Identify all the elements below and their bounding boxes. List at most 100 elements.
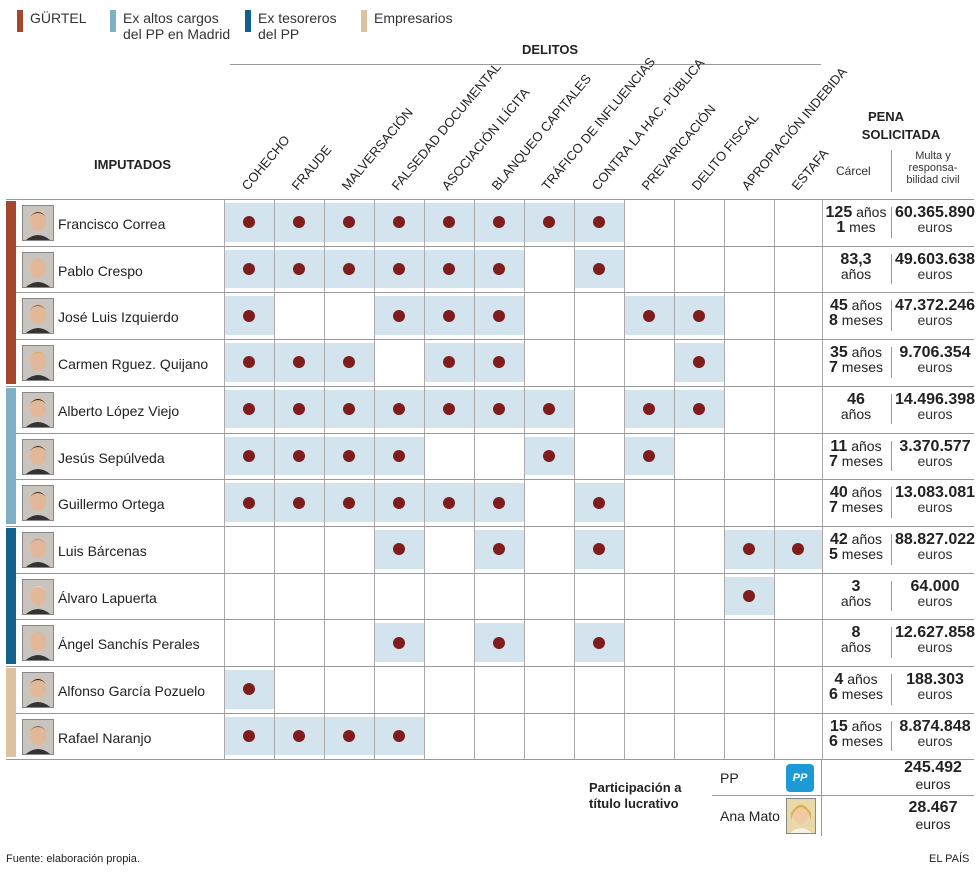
crime-dot bbox=[243, 216, 255, 229]
pena-hline bbox=[821, 479, 974, 481]
imputado-name: Francisco Correa bbox=[58, 216, 166, 232]
crime-dot bbox=[243, 496, 255, 509]
crime-dot bbox=[493, 216, 505, 229]
pena-vline bbox=[891, 207, 892, 238]
crime-dot bbox=[693, 309, 705, 322]
lucrativo-label-line2: título lucrativo bbox=[589, 796, 679, 811]
carcel-number: 15 bbox=[829, 717, 848, 735]
portrait-icon bbox=[22, 438, 54, 475]
multa-unit: euros bbox=[917, 452, 953, 469]
pena-vline bbox=[891, 300, 892, 332]
pena-vline bbox=[891, 347, 892, 378]
portrait-icon bbox=[22, 391, 54, 428]
crime-dot bbox=[293, 356, 305, 369]
legend-label: Empresarios bbox=[374, 10, 453, 26]
crime-dot bbox=[643, 449, 655, 462]
crime-dot bbox=[343, 496, 355, 509]
lucrativo-anamato-name: Ana Mato bbox=[720, 808, 780, 824]
crime-dot bbox=[493, 403, 505, 416]
imputado-name: Jesús Sepúlveda bbox=[58, 449, 165, 466]
grid-hline bbox=[6, 245, 821, 247]
crime-dot bbox=[643, 403, 655, 416]
crime-dot bbox=[343, 403, 355, 416]
lucrativo-pp-amount: 245.492 euros bbox=[878, 760, 980, 793]
crime-dot bbox=[393, 543, 405, 556]
multa-value: 13.083.081 euros bbox=[893, 485, 977, 515]
carcel-line2: 7 meses bbox=[828, 359, 884, 377]
multa-number: 88.827.022 bbox=[894, 530, 976, 548]
crime-dot bbox=[792, 543, 804, 556]
portrait-icon bbox=[22, 578, 54, 615]
portrait-icon bbox=[22, 672, 54, 708]
lucrativo-divider bbox=[712, 795, 974, 796]
carcel-line2: 8 meses bbox=[828, 312, 884, 330]
carcel-number2: 5 bbox=[828, 545, 838, 563]
grid-hline bbox=[6, 572, 821, 574]
carcel-line1: 46 bbox=[822, 390, 890, 408]
multa-unit: euros bbox=[917, 265, 953, 282]
crime-dot bbox=[493, 309, 505, 322]
crime-dot bbox=[443, 216, 455, 229]
carcel-line2: 1 mes bbox=[836, 219, 876, 236]
pena-hline bbox=[821, 619, 974, 621]
crime-dot bbox=[543, 403, 555, 416]
carcel-line2: años bbox=[840, 639, 872, 656]
multa-number: 12.627.858 bbox=[894, 624, 976, 642]
delitos-header: DELITOS bbox=[522, 42, 579, 57]
multa-number: 8.874.848 bbox=[899, 717, 971, 735]
multa-value: 12.627.858 euros bbox=[893, 625, 977, 655]
carcel-line2: 5 meses bbox=[828, 545, 884, 563]
imputado-name: Pablo Crespo bbox=[58, 262, 143, 279]
carcel-number2: 1 bbox=[836, 219, 846, 236]
portrait-icon bbox=[22, 205, 54, 241]
carcel-value: 40 años 7 meses bbox=[822, 485, 890, 516]
portrait-icon bbox=[786, 798, 816, 834]
crime-dot bbox=[343, 263, 355, 276]
pena-hline bbox=[821, 199, 974, 200]
crime-dot bbox=[593, 496, 605, 509]
multa-value: 188.303 euros bbox=[893, 672, 977, 702]
lucrativo-pp-name: PP bbox=[720, 770, 739, 786]
pena-vline bbox=[891, 674, 892, 705]
grid-hline bbox=[6, 385, 821, 387]
carcel-number2: 6 bbox=[828, 686, 838, 703]
crime-dot bbox=[393, 403, 405, 416]
crime-dot bbox=[593, 216, 605, 229]
multa-unit: euros bbox=[917, 405, 953, 422]
lucrativo-label-line1: Participación a bbox=[589, 780, 682, 795]
carcel-value: 3 años bbox=[822, 578, 890, 609]
carcel-line1: 8 bbox=[822, 625, 890, 641]
crime-dot bbox=[293, 403, 305, 416]
grid-hline bbox=[6, 339, 821, 341]
carcel-line1: 83,3 bbox=[822, 251, 890, 267]
crime-dot bbox=[543, 449, 555, 462]
crime-dot bbox=[443, 263, 455, 276]
crime-label: APROPIACIÓN INDEBIDA bbox=[738, 64, 850, 194]
multa-value: 14.496.398 euros bbox=[893, 391, 977, 422]
crime-dot bbox=[293, 263, 305, 276]
group-bar bbox=[6, 527, 16, 664]
pena-hline bbox=[821, 525, 974, 527]
crime-dot bbox=[393, 263, 405, 276]
multa-number: 3.370.577 bbox=[899, 437, 971, 455]
crime-dot bbox=[593, 263, 605, 276]
crime-dot bbox=[693, 403, 705, 416]
imputado-name: Carmen Rguez. Quijano bbox=[58, 356, 209, 373]
multa-unit: euros bbox=[917, 545, 953, 562]
portrait-icon bbox=[22, 251, 54, 288]
group-bar bbox=[6, 668, 16, 758]
carcel-number: 46 bbox=[847, 390, 865, 408]
multa-unit: euros bbox=[917, 732, 953, 749]
imputados-header: IMPUTADOS bbox=[94, 157, 172, 172]
carcel-number2: 8 bbox=[828, 312, 838, 330]
pena-hline bbox=[821, 292, 974, 294]
portrait-icon bbox=[22, 531, 54, 568]
portrait-icon bbox=[22, 718, 54, 755]
legend-swatch bbox=[245, 10, 251, 32]
carcel-number: 125 bbox=[825, 204, 853, 221]
imputado-name: Luis Bárcenas bbox=[58, 542, 147, 559]
portrait-icon bbox=[22, 298, 54, 335]
multa-unit: euros bbox=[917, 639, 953, 656]
grid-hline bbox=[6, 759, 821, 761]
carcel-value: 4 años 6 meses bbox=[822, 672, 890, 703]
